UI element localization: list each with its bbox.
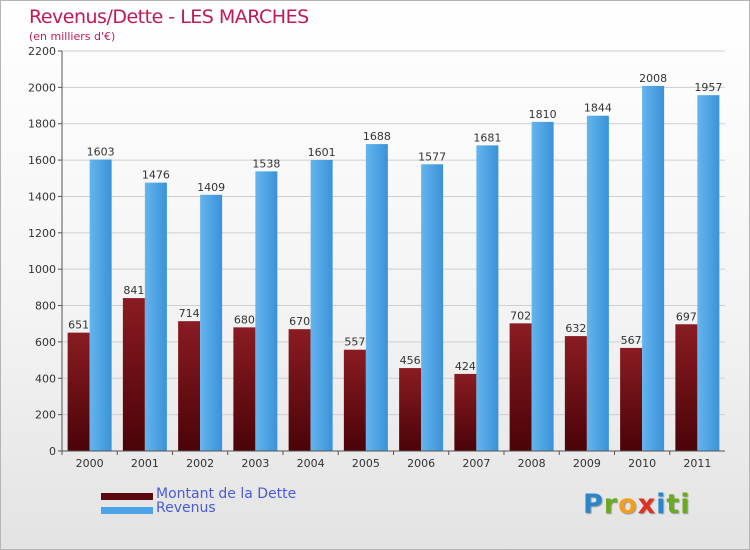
data-label-debt: 424	[455, 360, 476, 373]
bar-revenus	[89, 159, 112, 451]
bar-debt	[67, 332, 90, 451]
x-tick-label: 2011	[683, 457, 711, 470]
proxiti-logo: Proxiti	[583, 489, 691, 520]
bar-revenus	[144, 182, 167, 452]
data-label-debt: 651	[68, 319, 89, 332]
data-label-debt: 841	[123, 284, 144, 297]
data-label-debt: 702	[510, 309, 531, 322]
bar-debt	[564, 336, 587, 451]
data-label-debt: 714	[179, 307, 200, 320]
data-label-revenus: 1957	[694, 81, 722, 94]
logo-letter: ti	[666, 489, 691, 520]
y-tick-label: 2200	[28, 45, 56, 58]
y-tick-label: 2000	[28, 81, 56, 94]
data-label-revenus: 1810	[529, 108, 557, 121]
bar-debt	[122, 298, 145, 451]
y-tick-label: 1600	[28, 154, 56, 167]
data-label-revenus: 1603	[87, 146, 115, 159]
x-tick-label: 2007	[462, 457, 490, 470]
data-label-debt: 697	[676, 310, 697, 323]
x-tick-label: 2004	[297, 457, 325, 470]
y-tick-label: 1400	[28, 190, 56, 203]
bar-debt	[288, 329, 311, 451]
x-tick-label: 2000	[76, 457, 104, 470]
data-label-revenus: 1577	[418, 150, 446, 163]
logo-letter: x	[637, 489, 657, 520]
data-label-debt: 456	[400, 354, 421, 367]
data-label-revenus: 1844	[584, 102, 612, 115]
bar-debt	[454, 373, 477, 451]
bar-debt	[343, 349, 366, 451]
bar-debt	[509, 323, 532, 451]
bar-revenus	[310, 159, 333, 451]
chart-subtitle: (en milliers d'€)	[29, 30, 116, 43]
x-tick-label: 2006	[407, 457, 435, 470]
bar-revenus	[697, 95, 720, 451]
y-tick-label: 0	[49, 445, 56, 458]
x-tick-label: 2005	[352, 457, 380, 470]
legend-label-dette: Montant de la Dette	[156, 486, 297, 502]
bar-revenus	[642, 85, 665, 451]
data-label-revenus: 1681	[473, 131, 501, 144]
bar-revenus	[421, 164, 444, 452]
logo-letter: o	[618, 489, 638, 520]
data-label-revenus: 1538	[252, 157, 280, 170]
bar-revenus	[531, 121, 554, 451]
x-tick-label: 2002	[186, 457, 214, 470]
data-label-debt: 567	[621, 334, 642, 347]
y-tick-label: 1800	[28, 118, 56, 131]
logo-letter: P	[583, 489, 604, 520]
legend-swatch-dette	[101, 493, 153, 500]
bar-debt	[675, 324, 698, 451]
bar-revenus	[200, 194, 223, 451]
x-tick-label: 2010	[628, 457, 656, 470]
legend-label-revenus: Revenus	[156, 500, 216, 516]
y-tick-label: 600	[35, 336, 56, 349]
data-label-revenus: 2008	[639, 72, 667, 85]
logo-letter: r	[603, 489, 619, 520]
data-label-debt: 632	[565, 322, 586, 335]
bar-debt	[178, 321, 201, 451]
y-tick-label: 400	[35, 372, 56, 385]
y-tick-label: 800	[35, 300, 56, 313]
x-tick-label: 2001	[131, 457, 159, 470]
data-label-revenus: 1688	[363, 130, 391, 143]
bar-debt	[233, 327, 256, 451]
chart-title: Revenus/Dette - LES MARCHES	[29, 6, 309, 28]
bar-revenus	[476, 145, 499, 451]
data-label-revenus: 1476	[142, 169, 170, 182]
y-tick-label: 1200	[28, 227, 56, 240]
y-tick-label: 1000	[28, 263, 56, 276]
logo-letter: i	[656, 489, 667, 520]
bar-revenus	[586, 115, 609, 452]
data-label-revenus: 1409	[197, 181, 225, 194]
bar-revenus	[255, 171, 278, 451]
x-tick-label: 2009	[573, 457, 601, 470]
bar-debt	[399, 368, 422, 451]
bar-debt	[620, 347, 643, 451]
y-tick-label: 200	[35, 409, 56, 422]
data-label-debt: 557	[344, 336, 365, 349]
data-label-debt: 670	[289, 315, 310, 328]
x-tick-label: 2008	[518, 457, 546, 470]
data-label-debt: 680	[234, 313, 255, 326]
bar-revenus	[365, 144, 388, 451]
x-tick-label: 2003	[241, 457, 269, 470]
data-label-revenus: 1601	[308, 146, 336, 159]
legend-swatch-revenus	[101, 507, 153, 514]
